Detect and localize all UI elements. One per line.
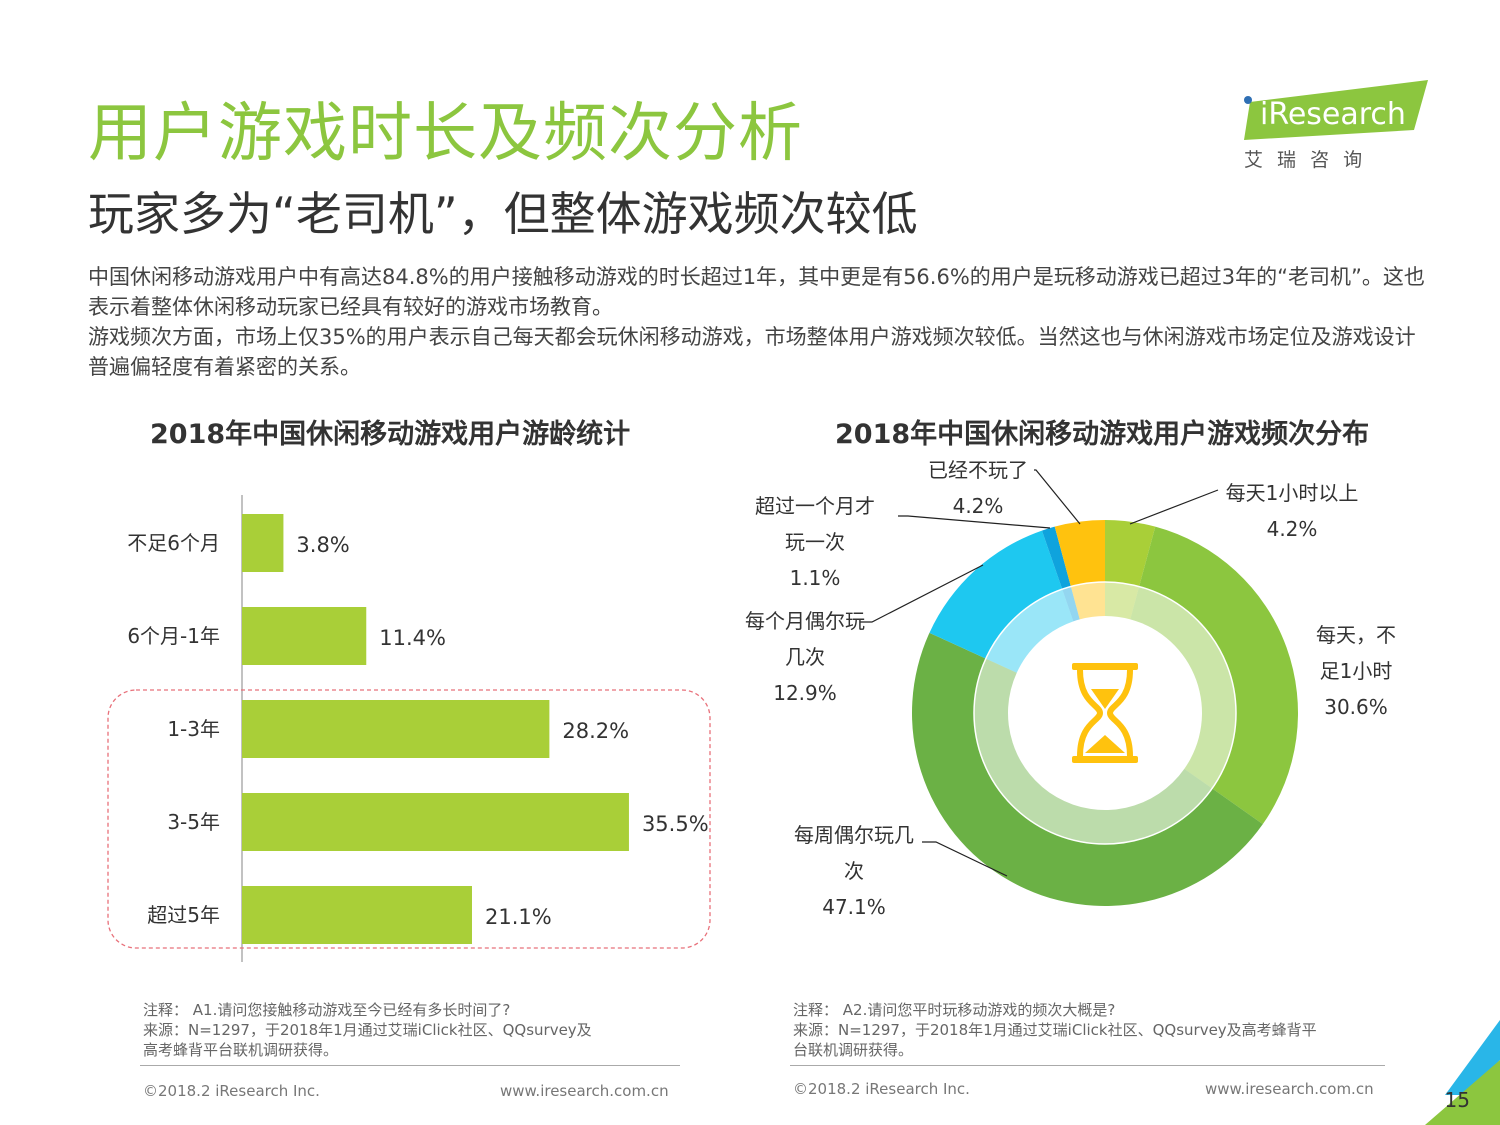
- iresearch-logo: iResearch 艾 瑞 咨 询: [1244, 80, 1428, 171]
- category-label: 6个月-1年: [127, 624, 220, 648]
- summary-text: 中国休闲移动游戏用户中有高达84.8%的用户接触移动游戏的时长超过1年，其中更是…: [88, 262, 1433, 382]
- bar: [242, 793, 629, 851]
- footer-rule-left: [140, 1065, 680, 1066]
- url-left: www.iresearch.com.cn: [500, 1082, 669, 1100]
- slice-label: 超过一个月才: [755, 494, 875, 518]
- hourglass-sand-bottom: [1085, 735, 1125, 753]
- hourglass-glass: [1077, 669, 1133, 757]
- bar: [242, 700, 550, 758]
- slice-label: 次: [844, 859, 864, 883]
- category-label: 超过5年: [147, 903, 220, 927]
- hourglass-bottom-cap: [1072, 756, 1138, 763]
- category-label: 不足6个月: [127, 531, 220, 555]
- bar: [242, 607, 367, 665]
- note-line: 注释： A1.请问您接触移动游戏至今已经有多长时间了?: [143, 1001, 511, 1019]
- hourglass-top-cap: [1072, 663, 1138, 670]
- leader-line: [898, 515, 1051, 529]
- donut-slice: [1041, 526, 1071, 590]
- summary-paragraph: 中国休闲移动游戏用户中有高达84.8%的用户接触移动游戏的时长超过1年，其中更是…: [88, 265, 1425, 319]
- donut-chart-title: 2018年中国休闲移动游戏用户游戏频次分布: [835, 419, 1370, 450]
- slice-label: 几次: [785, 645, 825, 669]
- url-right: www.iresearch.com.cn: [1205, 1080, 1374, 1098]
- donut-inner-slice: [985, 589, 1074, 673]
- category-label: 3-5年: [167, 810, 220, 834]
- donut-inner-slice: [1105, 582, 1140, 620]
- slice-label: 每周偶尔玩几: [794, 823, 914, 847]
- hourglass-sand-top: [1091, 689, 1119, 709]
- corner-decoration: [1425, 1020, 1500, 1125]
- donut-slice: [912, 632, 1263, 906]
- donut-slice: [1139, 526, 1298, 825]
- note-line: 台联机调研获得。: [793, 1041, 914, 1059]
- footer-rule-right: [790, 1065, 1385, 1066]
- inner-ring-edge: [973, 581, 1237, 845]
- logo-banner: [1244, 80, 1428, 140]
- leader-line: [1129, 489, 1219, 525]
- bar: [242, 886, 472, 944]
- page-number: 15: [1444, 1088, 1470, 1112]
- slice-label: 4.2%: [1267, 517, 1318, 541]
- leader-line: [860, 564, 984, 623]
- value-label: 3.8%: [296, 533, 349, 557]
- category-label: 1-3年: [167, 717, 220, 741]
- corner-blue-shape: [1445, 1020, 1500, 1095]
- slice-label: 每天，不: [1316, 623, 1396, 647]
- donut-slice: [1054, 520, 1105, 587]
- note-line: 高考蜂背平台联机调研获得。: [143, 1041, 339, 1059]
- value-label: 35.5%: [642, 812, 709, 836]
- slice-label: 每个月偶尔玩: [745, 609, 865, 633]
- page-subtitle: 玩家多为“老司机”，但整体游戏频次较低: [88, 187, 918, 241]
- copyright-right: ©2018.2 iResearch Inc.: [793, 1080, 970, 1098]
- slice-label: 30.6%: [1324, 695, 1388, 719]
- summary-paragraph: 游戏频次方面，市场上仅35%的用户表示自己每天都会玩休闲移动游戏，市场整体用户游…: [88, 325, 1416, 379]
- slice-label: 47.1%: [822, 895, 886, 919]
- donut-slice: [929, 530, 1063, 659]
- highlight-box: [107, 689, 711, 949]
- donut-inner-slice: [974, 658, 1213, 845]
- value-label: 21.1%: [485, 905, 552, 929]
- slice-label: 12.9%: [773, 681, 837, 705]
- donut-inner-slice: [1130, 586, 1236, 789]
- leader-line: [922, 841, 1008, 877]
- logo-cn-text: 艾 瑞 咨 询: [1244, 149, 1366, 171]
- slice-label: 足1小时: [1320, 659, 1393, 683]
- corner-green-shape: [1425, 1060, 1500, 1125]
- copyright-left: ©2018.2 iResearch Inc.: [143, 1082, 320, 1100]
- note-right: 注释： A2.请问您平时玩移动游戏的频次大概是? 来源：N=1297，于2018…: [793, 1000, 1373, 1060]
- logo-dot: [1244, 96, 1252, 104]
- slice-label: 4.2%: [953, 494, 1004, 518]
- note-line: 来源：N=1297，于2018年1月通过艾瑞iClick社区、QQsurvey及: [143, 1021, 592, 1039]
- slice-label: 每天1小时以上: [1226, 481, 1359, 505]
- logo-text: iResearch: [1260, 97, 1406, 132]
- value-label: 11.4%: [379, 626, 446, 650]
- bar: [242, 514, 284, 572]
- age-bar-chart: 不足6个月 3.8% 6个月-1年 11.4% 1-3年 28.2% 3-5年 35.5% 超过…: [107, 495, 711, 962]
- hourglass-icon: [1072, 663, 1138, 763]
- donut-inner-slice: [1062, 586, 1080, 622]
- donut-slice: [1105, 520, 1156, 587]
- value-label: 28.2%: [562, 719, 629, 743]
- page-title: 用户游戏时长及频次分析: [88, 97, 803, 171]
- note-left: 注释： A1.请问您接触移动游戏至今已经有多长时间了? 来源：N=1297，于2…: [143, 1000, 683, 1060]
- slice-label: 已经不玩了: [928, 458, 1028, 482]
- bar-chart-title: 2018年中国休闲移动游戏用户游龄统计: [150, 419, 631, 450]
- slice-label: 玩一次: [785, 530, 845, 554]
- donut-inner-slice: [1070, 582, 1105, 620]
- leader-line: [1034, 469, 1081, 525]
- note-line: 来源：N=1297，于2018年1月通过艾瑞iClick社区、QQsurvey及…: [793, 1021, 1317, 1039]
- slice-label: 1.1%: [790, 566, 841, 590]
- note-line: 注释： A2.请问您平时玩移动游戏的频次大概是?: [793, 1001, 1116, 1019]
